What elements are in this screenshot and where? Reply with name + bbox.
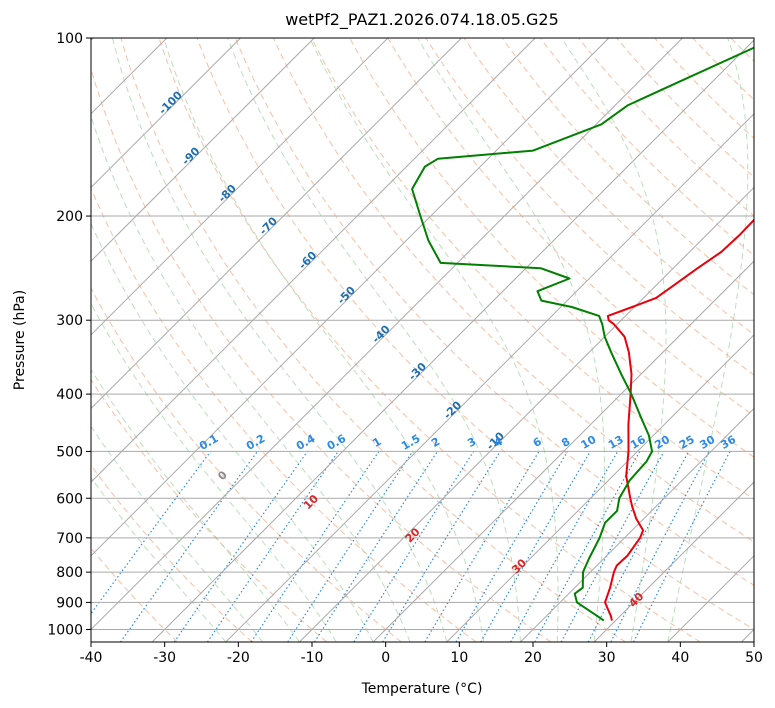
y-tick-label: 300 — [56, 313, 83, 329]
y-tick-label: 1000 — [47, 622, 83, 638]
moist-adiabat — [111, 38, 448, 642]
moist-adiabat — [91, 222, 374, 642]
isotherm — [372, 260, 754, 642]
dry-adiabat — [120, 38, 626, 642]
mixing-ratio-line — [633, 451, 731, 642]
y-tick-label: 600 — [56, 491, 83, 507]
x-tick-label: 30 — [598, 650, 616, 666]
moist-adiabat — [309, 38, 559, 642]
isotherm — [91, 38, 315, 262]
y-axis-label: Pressure (hPa) — [12, 290, 28, 390]
x-axis-ticks: -40 -30 -20 -10 0 10 20 30 40 50 — [80, 642, 763, 666]
isotherm — [446, 334, 754, 642]
mixing-ratio-line — [560, 451, 665, 642]
moist-adiabat — [91, 302, 337, 642]
y-tick-label: 200 — [56, 209, 83, 225]
x-tick-label: -10 — [301, 650, 324, 666]
y-tick-label: 800 — [56, 565, 83, 581]
profiles — [411, 46, 754, 622]
dry-adiabat — [91, 378, 328, 642]
isotherm — [91, 38, 683, 631]
moist-adiabat — [227, 38, 521, 642]
dry-adiabat — [501, 38, 754, 296]
y-axis-ticks: 100 200 300 400 500 600 700 800 900 1000 — [47, 31, 91, 638]
mixing-ratio-line — [250, 451, 380, 642]
dry-adiabat — [91, 464, 253, 642]
x-tick-label: -40 — [80, 650, 103, 666]
moist-adiabat — [667, 38, 749, 642]
mixing-ratio-line — [206, 451, 339, 642]
x-tick-label: 0 — [381, 650, 390, 666]
mixing-ratio-line — [314, 451, 438, 642]
mixing-ratio-line — [173, 451, 308, 642]
isotherm — [520, 407, 754, 642]
x-tick-label: 40 — [671, 650, 689, 666]
y-tick-label: 900 — [56, 595, 83, 611]
dry-adiabat — [769, 38, 775, 642]
mixing-ratio-line — [382, 451, 501, 642]
moist-adiabat — [91, 425, 263, 642]
mixing-ratio-line — [534, 451, 641, 642]
isotherm — [91, 38, 389, 336]
dry-adiabat — [463, 38, 754, 336]
isotherm — [151, 39, 754, 642]
x-tick-label: -20 — [227, 650, 250, 666]
x-tick-label: 10 — [450, 650, 468, 666]
mixing-ratio-line — [510, 451, 619, 642]
mixing-ratio-line — [287, 451, 414, 642]
y-tick-label: 400 — [56, 387, 83, 403]
x-tick-label: 20 — [524, 650, 542, 666]
x-tick-label: -30 — [153, 650, 176, 666]
isotherm — [91, 38, 536, 483]
grid — [91, 38, 754, 642]
moist-adiabat — [163, 38, 485, 642]
x-axis-label: Temperature (°C) — [361, 681, 483, 697]
isotherm — [91, 38, 241, 189]
mixing-ratio-line — [91, 451, 212, 615]
isotherm — [225, 113, 754, 642]
dry-adiabat — [311, 38, 754, 500]
dry-adiabat — [234, 38, 754, 586]
y-tick-label: 500 — [56, 444, 83, 460]
dry-adiabat — [91, 67, 552, 642]
x-tick-label: 50 — [745, 650, 763, 666]
dry-adiabat — [272, 38, 754, 543]
moist-adiabat — [417, 38, 606, 642]
moist-adiabat — [91, 115, 411, 642]
dewpoint-profile — [411, 46, 754, 622]
temperature-profile — [604, 218, 754, 621]
plot-area — [91, 38, 754, 642]
plot-frame — [90, 37, 755, 643]
dry-adiabat — [196, 38, 754, 631]
moist-adiabat — [560, 38, 667, 642]
y-tick-label: 700 — [56, 531, 83, 547]
y-tick-label: 100 — [56, 31, 83, 47]
isotherm — [299, 186, 754, 642]
isotherm — [593, 481, 754, 642]
isotherm — [91, 38, 610, 557]
chart-title: wetPf2_PAZ1.2026.074.18.05.G25 — [285, 10, 559, 30]
moist-adiabat — [91, 476, 227, 642]
isotherm — [91, 38, 462, 410]
